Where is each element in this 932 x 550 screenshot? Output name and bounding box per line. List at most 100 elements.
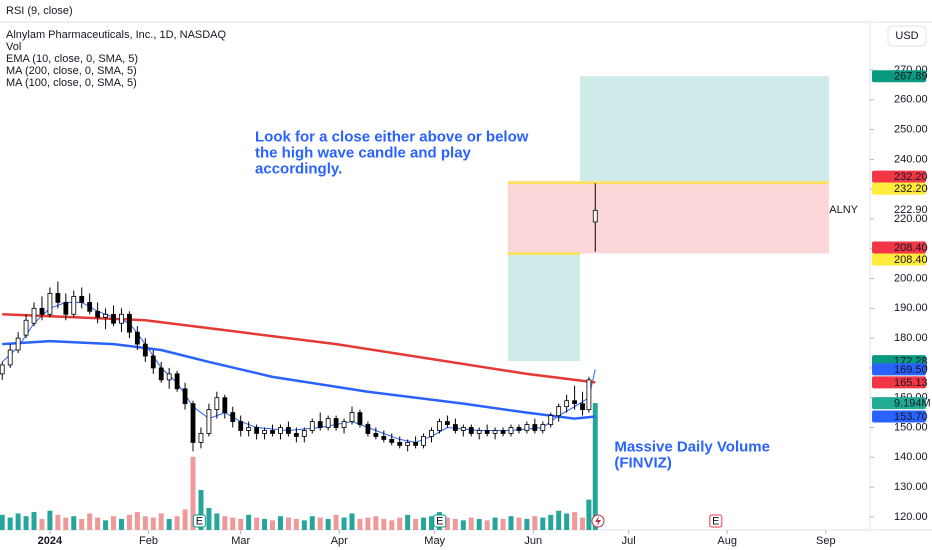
y-tick-label: 220.00 xyxy=(894,213,928,225)
volume-bar xyxy=(452,518,458,530)
price-tag xyxy=(872,410,926,423)
candle-body xyxy=(484,430,490,434)
last-price: 222.90 xyxy=(894,204,928,216)
volume-bar xyxy=(150,517,156,530)
price-tag xyxy=(872,253,926,266)
candle-body xyxy=(214,397,220,411)
candle-body xyxy=(119,313,124,324)
volume-tag xyxy=(872,397,926,410)
candle-body xyxy=(421,436,426,446)
volume-bar xyxy=(413,518,419,530)
candle-body xyxy=(564,400,570,408)
volume-bar xyxy=(524,518,530,530)
pane-title: RSI (9, close) xyxy=(6,5,73,17)
volume-bar xyxy=(421,517,427,530)
volume-bar xyxy=(301,520,307,530)
y-tick-label: 240.00 xyxy=(894,153,928,165)
volume-bar xyxy=(158,513,164,530)
volume-bar xyxy=(293,518,299,530)
candle-body xyxy=(238,421,244,431)
volume-bar xyxy=(238,518,244,530)
candle-body xyxy=(150,355,156,369)
candle-body xyxy=(373,433,379,437)
candle-body xyxy=(468,427,474,434)
candle-body xyxy=(0,364,5,375)
y-tick-label: 190.00 xyxy=(894,302,928,314)
candle-body xyxy=(71,296,77,315)
y-tick-label: 180.00 xyxy=(894,332,928,344)
volume-bar xyxy=(174,516,180,530)
legend-entry: Vol xyxy=(6,41,21,53)
volume-bar xyxy=(586,499,592,530)
volume-bar xyxy=(500,518,506,530)
candle-body xyxy=(111,313,116,324)
candle-body xyxy=(405,442,411,446)
volume-tag-label: 9.194M xyxy=(894,397,931,409)
volume-bar xyxy=(254,517,260,530)
candle-body xyxy=(357,412,363,425)
volume-bar xyxy=(15,513,21,530)
legend-entry: MA (200, close, 0, SMA, 5) xyxy=(6,65,137,77)
volume-bar xyxy=(516,517,522,530)
price-tag-label: 165.13 xyxy=(894,377,928,389)
candle-body xyxy=(429,430,434,437)
candle-body xyxy=(586,379,592,411)
candle-body xyxy=(270,430,275,434)
candle-body xyxy=(23,319,29,336)
volume-bar xyxy=(206,507,212,530)
candle-body xyxy=(540,424,546,431)
event-label: E xyxy=(436,515,443,527)
annotation: accordingly. xyxy=(255,160,342,177)
volume-bar xyxy=(111,516,117,530)
y-tick-label: 250.00 xyxy=(894,123,928,135)
indicator-line xyxy=(2,313,596,384)
price-tag-label: 153.70 xyxy=(894,411,928,423)
volume-bar xyxy=(484,520,490,530)
legend-entry: MA (100, close, 0, SMA, 5) xyxy=(6,77,137,89)
volume-bar xyxy=(564,513,570,530)
price-tag-label: 208.40 xyxy=(894,242,928,254)
currency-button[interactable] xyxy=(887,25,927,47)
x-tick-label: Jul xyxy=(622,535,636,547)
volume-bar xyxy=(55,514,61,530)
volume-bar xyxy=(71,516,77,530)
price-tag-label: 169.50 xyxy=(894,364,928,376)
candle-body xyxy=(445,421,450,425)
volume-bar xyxy=(87,513,93,530)
candle-body xyxy=(79,296,85,303)
annotation: Massive Daily Volume xyxy=(614,438,770,455)
candle-body xyxy=(592,209,598,223)
y-tick-label: 200.00 xyxy=(894,272,928,284)
candle-body xyxy=(572,400,577,405)
volume-bar xyxy=(7,517,13,530)
volume-bar xyxy=(309,516,315,530)
volume-bar xyxy=(79,518,85,530)
volume-bar xyxy=(198,489,204,530)
candle-body xyxy=(198,433,204,443)
candle-body xyxy=(158,367,164,381)
volume-bar xyxy=(166,518,172,530)
candle-body xyxy=(142,343,148,357)
candle-body xyxy=(47,293,53,315)
volume-bar xyxy=(270,520,276,530)
candle-body xyxy=(381,436,387,440)
candle-body xyxy=(262,430,267,434)
volume-bar xyxy=(182,509,188,530)
symbol-label: ALNY xyxy=(829,204,858,216)
candle-body xyxy=(7,349,13,366)
candle-body xyxy=(476,430,482,434)
candle-body xyxy=(413,442,419,446)
candle-body xyxy=(437,421,442,431)
candle-body xyxy=(460,427,466,431)
candle-body xyxy=(293,433,299,437)
candle-body xyxy=(556,406,562,416)
volume-bar xyxy=(95,517,101,530)
price-tag-label: 208.40 xyxy=(894,254,928,266)
volume-bar xyxy=(389,520,395,530)
event-badge xyxy=(709,514,723,528)
candle-body xyxy=(349,412,355,422)
candle-body xyxy=(532,424,538,431)
volume-bar xyxy=(492,517,498,530)
volume-bar xyxy=(333,514,339,530)
